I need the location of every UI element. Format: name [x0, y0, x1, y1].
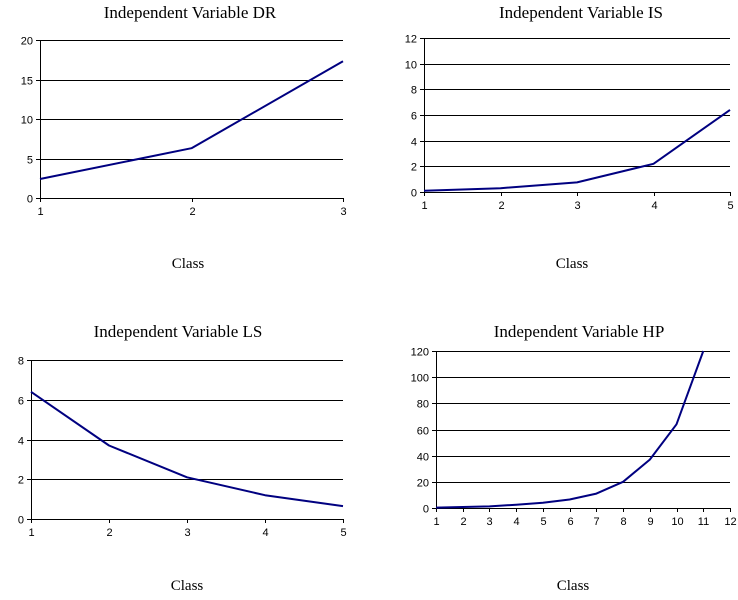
x-tick-label: 5 — [540, 516, 546, 528]
x-tick-label: 12 — [724, 516, 736, 528]
chart-panel-dr: Independent Variable DR 0 5 10 15 20 1 2 3 Cla… — [0, 0, 369, 300]
y-tick-label: 80 — [417, 399, 429, 411]
y-tick-label: 8 — [18, 356, 24, 368]
y-tick-label: 8 — [411, 85, 417, 97]
x-tick-label: 2 — [106, 527, 112, 539]
x-tick-label: 1 — [433, 516, 439, 528]
y-tick-label: 20 — [21, 36, 33, 48]
x-tick-label: 10 — [671, 516, 683, 528]
chart-title: Independent Variable DR — [104, 3, 277, 22]
y-tick-label: 12 — [405, 34, 417, 46]
x-tick-label: 1 — [421, 200, 427, 212]
y-tick-label: 60 — [417, 426, 429, 438]
x-tick-label: 2 — [498, 200, 504, 212]
y-tick-label: 0 — [18, 515, 24, 527]
chart-dr: Independent Variable DR 0 5 10 15 20 1 2 3 Cla… — [21, 3, 347, 272]
series-line — [39, 60, 344, 180]
x-axis-label: Class — [556, 256, 589, 272]
y-tick-label: 2 — [411, 162, 417, 174]
y-tick-label: 20 — [417, 478, 429, 490]
x-tick-label: 8 — [620, 516, 626, 528]
x-tick-label: 4 — [651, 200, 657, 212]
x-tick-label: 9 — [647, 516, 653, 528]
chart-panel-ls: Independent Variable LS 0 2 4 6 8 1 2 3 4 5 Clas… — [0, 300, 369, 600]
x-axis-label: Class — [171, 578, 204, 594]
y-tick-label: 10 — [21, 115, 33, 127]
chart-title: Independent Variable LS — [94, 322, 263, 341]
y-tick-label: 40 — [417, 452, 429, 464]
x-tick-label: 2 — [189, 206, 195, 218]
x-tick-label: 3 — [486, 516, 492, 528]
series-line — [30, 390, 344, 508]
x-axis-label: Class — [557, 578, 590, 594]
x-tick-label: 1 — [28, 527, 34, 539]
y-tick-label: 0 — [423, 504, 429, 516]
y-tick-label: 2 — [18, 475, 24, 487]
y-tick-label: 5 — [27, 155, 33, 167]
x-tick-label: 5 — [727, 200, 733, 212]
x-tick-label: 4 — [262, 527, 268, 539]
x-tick-label: 2 — [460, 516, 466, 528]
y-tick-label: 120 — [411, 347, 429, 359]
y-tick-label: 6 — [18, 396, 24, 408]
x-tick-label: 3 — [184, 527, 190, 539]
x-tick-label: 11 — [698, 516, 709, 528]
y-tick-label: 15 — [21, 76, 33, 88]
chart-title: Independent Variable HP — [494, 322, 665, 341]
chart-ls: Independent Variable LS 0 2 4 6 8 1 2 3 4 5 Clas… — [18, 322, 347, 594]
x-tick-label: 7 — [593, 516, 599, 528]
x-tick-label: 4 — [513, 516, 519, 528]
x-tick-label: 6 — [567, 516, 573, 528]
chart-title: Independent Variable IS — [499, 3, 663, 22]
y-tick-label: 0 — [411, 188, 417, 200]
x-axis-label: Class — [172, 256, 205, 272]
series-line — [435, 350, 705, 509]
y-tick-label: 4 — [18, 436, 24, 448]
x-tick-label: 1 — [37, 206, 43, 218]
y-tick-label: 100 — [411, 373, 429, 385]
y-tick-label: 0 — [27, 194, 33, 206]
chart-panel-hp: Independent Variable HP 0 20 40 60 80 100 120 … — [369, 300, 738, 600]
y-tick-label: 10 — [405, 60, 417, 72]
y-tick-label: 4 — [411, 137, 417, 149]
chart-hp: Independent Variable HP 020406080100120 … — [411, 322, 737, 594]
x-tick-label: 3 — [574, 200, 580, 212]
x-tick-label: 5 — [340, 527, 346, 539]
y-tick-label: 6 — [411, 111, 417, 123]
series-line — [423, 109, 731, 192]
x-tick-label: 3 — [340, 206, 346, 218]
